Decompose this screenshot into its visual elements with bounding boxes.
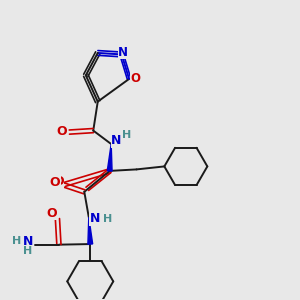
Text: N: N — [22, 235, 33, 248]
Polygon shape — [107, 144, 112, 171]
Text: O: O — [53, 176, 64, 188]
Text: H: H — [23, 246, 32, 256]
Text: O: O — [50, 176, 60, 189]
Text: H: H — [122, 130, 131, 140]
Text: O: O — [131, 71, 141, 85]
Text: N: N — [90, 212, 100, 225]
Polygon shape — [88, 217, 93, 244]
Text: H: H — [13, 236, 22, 246]
Text: O: O — [57, 125, 67, 138]
Text: N: N — [118, 46, 128, 59]
Text: N: N — [111, 134, 122, 147]
Text: H: H — [103, 214, 112, 224]
Text: O: O — [46, 207, 57, 220]
